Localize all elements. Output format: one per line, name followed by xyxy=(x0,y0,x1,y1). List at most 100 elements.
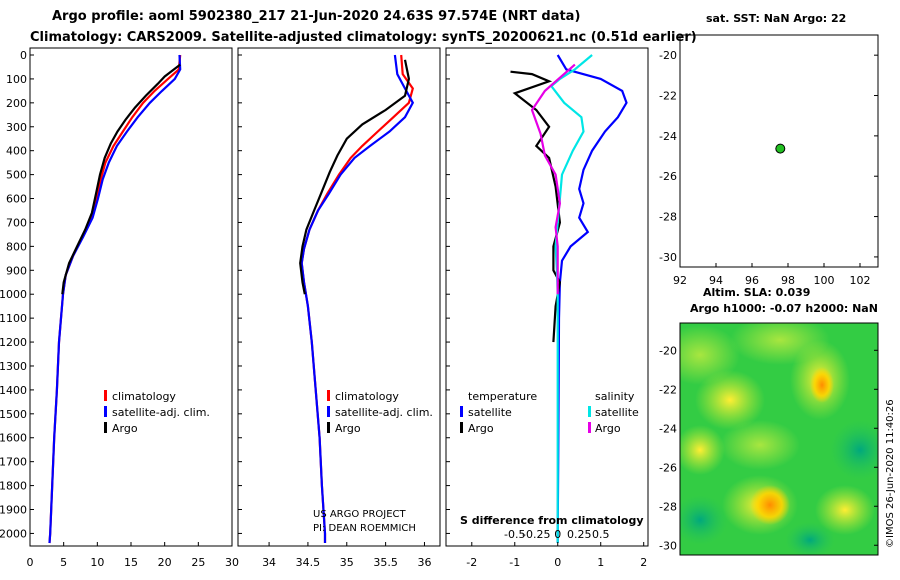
map-x-tick-label: 98 xyxy=(781,274,795,287)
sla-blob xyxy=(810,367,834,403)
sla-blob xyxy=(720,420,800,470)
sla-blob xyxy=(695,370,765,430)
series-line-argo xyxy=(61,63,181,295)
series-line-salinity-satellite xyxy=(549,54,593,543)
x-tick-label: 0 xyxy=(554,556,561,569)
legend-swatch-argo xyxy=(327,422,330,433)
x-tick-label: 1 xyxy=(597,556,604,569)
legend-sal-satellite: satellite xyxy=(595,406,639,419)
y-tick-label: 1900 xyxy=(0,504,27,517)
x-tick-label: 36 xyxy=(417,556,431,569)
legend-swatch-temp-satellite xyxy=(460,406,463,417)
x-tick-label: 20 xyxy=(158,556,172,569)
y-tick-label: 1400 xyxy=(0,384,27,397)
y-tick-label: 1700 xyxy=(0,456,27,469)
series-line-climatology xyxy=(48,54,182,544)
sla-y-tick-label: -20 xyxy=(659,344,677,357)
y-tick-label: 700 xyxy=(6,216,27,229)
s-diff-tick-label: 0.25 xyxy=(567,528,592,541)
x-tick-label: 35.5 xyxy=(373,556,398,569)
x-tick-label: -1 xyxy=(509,556,520,569)
x-tick-label: 35 xyxy=(340,556,354,569)
legend-swatch-satellite xyxy=(104,406,107,417)
sla-blob xyxy=(815,485,875,535)
sla-heatmap xyxy=(680,323,878,555)
salinity-panel-frame xyxy=(237,47,441,547)
map-y-tick-label: -26 xyxy=(659,170,677,183)
y-tick-label: 500 xyxy=(6,169,27,182)
legend-climatology: climatology xyxy=(112,390,176,403)
y-tick-label: 400 xyxy=(6,145,27,158)
y-tick-label: 200 xyxy=(6,97,27,110)
y-tick-label: 1600 xyxy=(0,432,27,445)
x-tick-label: 2 xyxy=(640,556,647,569)
y-tick-label: 300 xyxy=(6,121,27,134)
location-map-ticks: 92 94 96 98 100 102 -20 -22 -24 -26 -28 -30 xyxy=(659,49,878,287)
location-map-frame xyxy=(679,34,879,268)
legend-swatch-satellite xyxy=(327,406,330,417)
sla-y-tick-label: -28 xyxy=(659,500,677,513)
s-diff-tick-label: -0.5 xyxy=(504,528,525,541)
temperature-legend: climatology satellite-adj. clim. Argo xyxy=(104,390,210,435)
map-x-tick-label: 102 xyxy=(850,274,871,287)
y-tick-label: 1100 xyxy=(0,312,27,325)
legend-swatch-climatology xyxy=(327,390,330,401)
sla-blob xyxy=(680,495,728,545)
project-note: US ARGO PROJECT xyxy=(313,509,407,520)
x-tick-label: 0 xyxy=(27,556,34,569)
sla-map-ticks: -20 -22 -24 -26 -28 -30 xyxy=(659,344,878,552)
sla-blob xyxy=(830,420,878,480)
series-line-satellite-adj-clim- xyxy=(48,54,182,544)
legend-argo: Argo xyxy=(112,422,138,435)
legend-swatch-temp-argo xyxy=(460,422,463,433)
legend-swatch-climatology xyxy=(104,390,107,401)
sla-blob xyxy=(680,425,725,475)
sla-y-tick-label: -26 xyxy=(659,461,677,474)
x-tick-label: 15 xyxy=(124,556,138,569)
credit-note: ©IMOS 26-Jun-2020 11:40:26 xyxy=(885,399,896,548)
sla-y-tick-label: -22 xyxy=(659,383,677,396)
y-tick-label: 800 xyxy=(6,240,27,253)
sla-map-frame xyxy=(679,322,879,556)
x-tick-label: -2 xyxy=(466,556,477,569)
series-line-temperature-argo xyxy=(510,70,562,343)
sst-title: sat. SST: NaN Argo: 22 xyxy=(706,12,846,25)
x-tick-label: 10 xyxy=(90,556,104,569)
y-tick-label: 600 xyxy=(6,193,27,206)
difference-series xyxy=(510,54,628,543)
y-tick-label: 2000 xyxy=(0,527,27,540)
difference-panel-frame xyxy=(445,47,649,547)
y-tick-label: 900 xyxy=(6,264,27,277)
y-tick-label: 0 xyxy=(20,49,27,62)
legend-temp-satellite: satellite xyxy=(468,406,512,419)
y-tick-label: 1800 xyxy=(0,480,27,493)
y-tick-label: 1300 xyxy=(0,360,27,373)
legend-temp-argo: Argo xyxy=(468,422,494,435)
y-tick-label: 1000 xyxy=(0,288,27,301)
legend-swatch-sal-satellite xyxy=(588,406,591,417)
map-y-tick-label: -20 xyxy=(659,49,677,62)
map-x-tick-label: 94 xyxy=(709,274,723,287)
map-y-tick-label: -30 xyxy=(659,251,677,264)
map-x-tick-label: 92 xyxy=(673,274,687,287)
header-subtitle: Climatology: CARS2009. Satellite-adjuste… xyxy=(30,30,697,45)
y-tick-label: 1200 xyxy=(0,336,27,349)
salinity-legend: climatology satellite-adj. clim. Argo US… xyxy=(313,390,433,534)
legend-salinity-heading: salinity xyxy=(595,390,635,403)
x-tick-label: 5 xyxy=(60,556,67,569)
argo-location-marker xyxy=(775,143,786,154)
series-line-salinity-argo xyxy=(530,63,576,295)
s-diff-tick-label: 0.5 xyxy=(592,528,610,541)
difference-axis-title: S difference from climatology xyxy=(460,514,644,527)
sla-y-tick-label: -30 xyxy=(659,539,677,552)
difference-legend: temperature salinity satellite Argo sate… xyxy=(460,390,644,527)
x-tick-label: 34 xyxy=(262,556,276,569)
series-line-satellite-adj-clim- xyxy=(300,54,415,543)
legend-temperature-heading: temperature xyxy=(468,390,537,403)
x-tick-label: 34.5 xyxy=(296,556,321,569)
legend-swatch-sal-argo xyxy=(588,422,591,433)
map-y-tick-label: -28 xyxy=(659,211,677,224)
legend-climatology: climatology xyxy=(335,390,399,403)
header-title: Argo profile: aoml 5902380_217 21-Jun-20… xyxy=(52,9,580,24)
